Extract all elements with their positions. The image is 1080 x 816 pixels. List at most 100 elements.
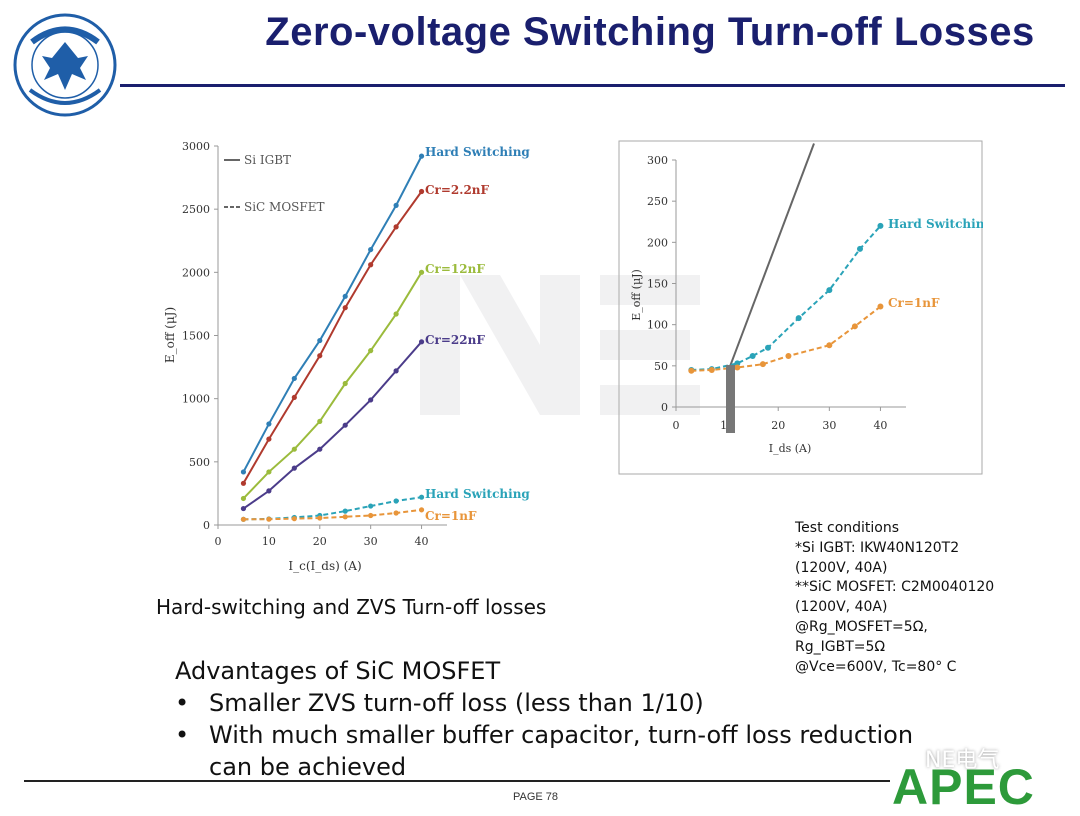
data-point — [317, 418, 323, 425]
x-tick-label: 0 — [673, 419, 680, 432]
igbt-tail-bar — [726, 365, 735, 433]
test-condition-line: @Rg_MOSFET=5Ω, — [795, 618, 928, 635]
x-axis-label: I_ds (A) — [769, 442, 812, 455]
test-condition-line: *Si IGBT: IKW40N120T2 — [795, 539, 960, 556]
test-condition-line: Test conditions — [795, 520, 900, 536]
data-point — [240, 480, 247, 486]
data-point — [291, 446, 297, 452]
data-point — [826, 342, 833, 349]
slide-title: Zero-voltage Switching Turn-off Losses — [265, 10, 1035, 54]
series-label: Hard Switching — [425, 145, 530, 159]
series-label: Cr=12nF — [425, 262, 485, 276]
data-point — [418, 494, 425, 500]
data-point — [418, 339, 425, 345]
data-point — [877, 222, 884, 229]
x-tick-label: 20 — [771, 419, 785, 432]
data-point — [266, 516, 272, 522]
hard-switching-zvs-chart: 0 500 1000 1500 2000 2500 3000 0 10 20 30 40 I_c(I_d… — [163, 140, 530, 573]
data-point — [393, 498, 399, 504]
data-point — [857, 245, 863, 252]
data-point — [393, 202, 399, 208]
y-tick-label: 200 — [647, 236, 668, 249]
x-tick-label: 0 — [215, 535, 222, 548]
x-axis-label: I_c(I_ds) (A) — [288, 559, 361, 573]
x-tick-label: 30 — [364, 535, 378, 548]
data-point — [317, 353, 323, 359]
data-point — [342, 508, 348, 514]
data-point — [749, 352, 756, 359]
data-point — [266, 488, 272, 494]
series-line — [691, 305, 882, 372]
y-tick-label: 150 — [647, 278, 668, 291]
data-point — [240, 505, 247, 512]
advantages-block: Advantages of SiC MOSFET • Smaller ZVS t… — [175, 655, 929, 783]
test-condition-line: **SiC MOSFET: C2M0040120 — [795, 579, 995, 596]
y-tick-label: 300 — [647, 154, 668, 167]
data-point — [418, 188, 425, 195]
series-label: Cr=22nF — [425, 333, 485, 347]
title-divider — [120, 84, 1065, 87]
zhejiang-university-logo — [13, 13, 117, 117]
advantage-item: • Smaller ZVS turn-off loss (less than 1… — [175, 687, 929, 719]
data-point — [342, 422, 348, 428]
x-tick-label: 40 — [873, 419, 887, 432]
data-point — [240, 516, 247, 522]
y-tick-label: 100 — [647, 319, 668, 332]
data-point — [851, 323, 858, 330]
data-point — [734, 360, 741, 367]
series-group — [240, 153, 425, 522]
y-tick-label: 250 — [647, 195, 668, 208]
legend-label: Si IGBT — [244, 153, 291, 167]
series-line — [726, 143, 815, 375]
series-label: Cr=1nF — [425, 509, 477, 523]
data-point — [418, 153, 425, 159]
data-point — [342, 380, 348, 387]
advantage-text: Smaller ZVS turn-off loss (less than 1/1… — [209, 689, 704, 717]
data-point — [368, 512, 374, 519]
data-point — [765, 344, 771, 351]
advantage-text: With much smaller buffer capacitor, turn… — [209, 721, 914, 781]
x-tick-label: 40 — [415, 535, 429, 548]
y-tick-label: 500 — [189, 456, 210, 469]
zvs-zoom-chart: 050100150200250300010203040I_ds (A)E_off… — [618, 140, 983, 475]
data-point — [317, 446, 323, 452]
series-line — [242, 190, 423, 484]
data-point — [759, 361, 766, 368]
advantages-heading: Advantages of SiC MOSFET — [175, 657, 501, 685]
chart-caption: Hard-switching and ZVS Turn-off losses — [156, 595, 547, 619]
test-condition-line: @Vce=600V, Tc=80° C — [795, 658, 957, 675]
data-point — [708, 366, 715, 373]
advantage-item: • With much smaller buffer capacitor, tu… — [175, 719, 929, 783]
data-point — [317, 515, 323, 521]
data-point — [291, 394, 297, 401]
data-point — [795, 315, 802, 322]
ne-watermark — [420, 275, 700, 415]
series-group — [688, 143, 884, 375]
data-point — [342, 293, 348, 299]
series-line — [243, 496, 422, 521]
bullet-icon: • — [175, 721, 190, 749]
y-tick-label: 2500 — [182, 203, 210, 216]
series-line — [243, 508, 422, 521]
y-tick-label: 2000 — [182, 266, 210, 279]
test-conditions: Test conditions *Si IGBT: IKW40N120T2 (1… — [795, 519, 994, 677]
data-point — [266, 469, 272, 475]
data-point — [266, 436, 272, 442]
y-tick-label: 50 — [654, 360, 668, 373]
series-label: Cr=2.2nF — [425, 183, 490, 197]
data-point — [291, 516, 297, 522]
y-tick-label: 3000 — [182, 140, 210, 153]
data-point — [368, 348, 374, 354]
test-condition-line: (1200V, 40A) — [795, 559, 888, 576]
series-label: Cr=1nF — [888, 296, 940, 310]
series-line — [691, 225, 882, 371]
data-point — [266, 421, 272, 427]
bullet-icon: • — [175, 689, 190, 717]
data-point — [393, 510, 399, 516]
data-point — [393, 224, 399, 230]
y-tick-label: 1000 — [182, 393, 210, 406]
data-point — [688, 367, 695, 374]
data-point — [368, 246, 374, 253]
test-condition-line: Rg_IGBT=5Ω — [795, 638, 886, 655]
data-point — [291, 375, 297, 382]
